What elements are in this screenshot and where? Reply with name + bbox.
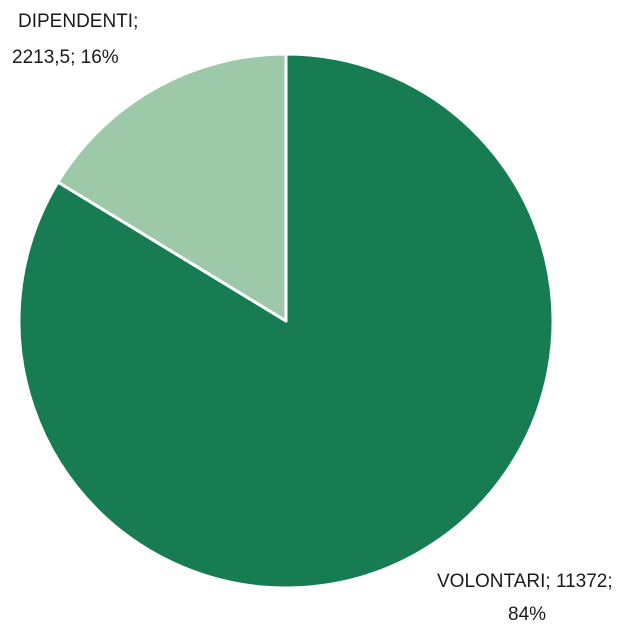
data-label-volontari-line2: 84% xyxy=(508,604,546,625)
data-label-dipendenti-line1: DIPENDENTI; xyxy=(18,11,138,32)
data-label-volontari-line1: VOLONTARI; 11372; xyxy=(437,571,613,592)
pie-slice-dipendenti xyxy=(56,52,288,323)
data-label-dipendenti-line2: 2213,5; 16% xyxy=(12,47,119,68)
pie-slices xyxy=(17,52,555,590)
